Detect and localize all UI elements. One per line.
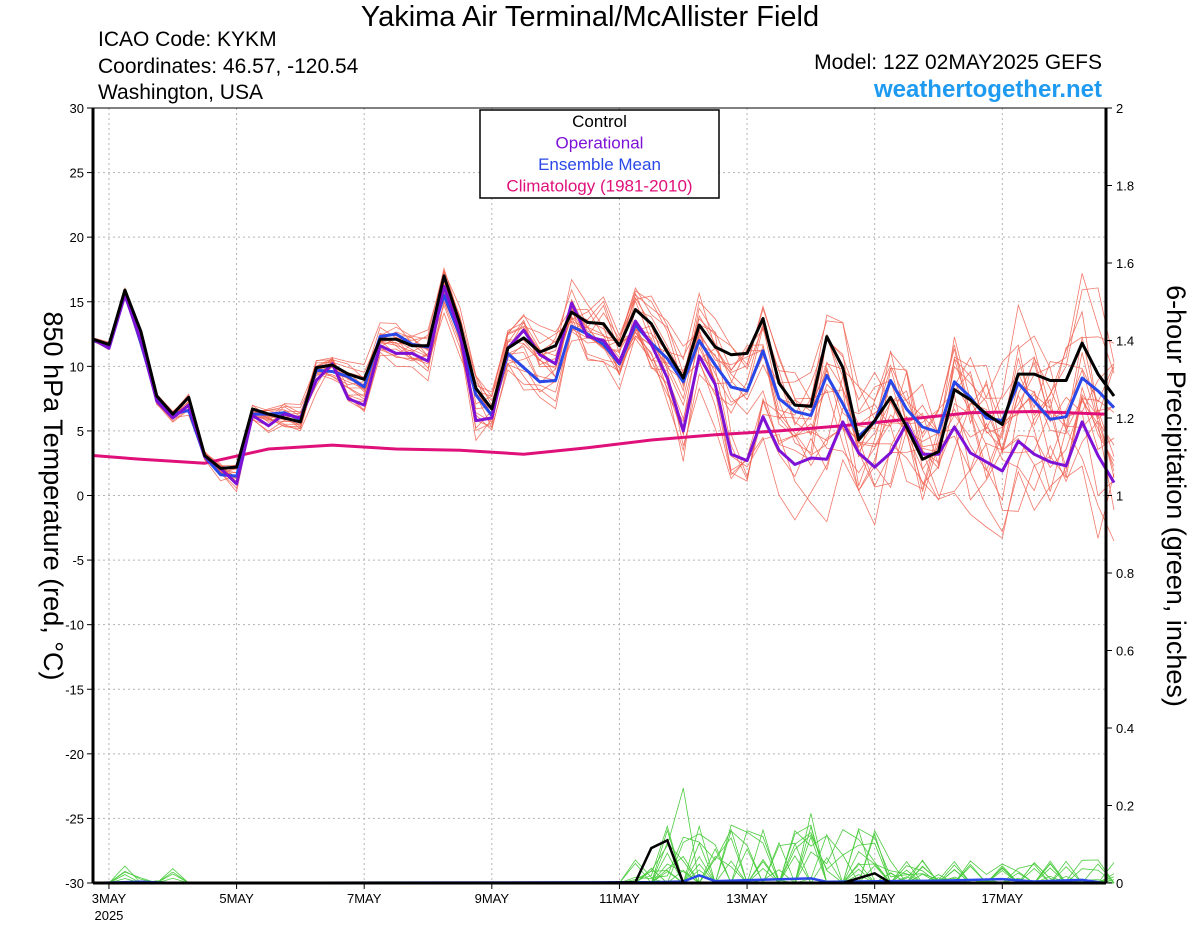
legend-entry: Climatology (1981-2010) — [506, 177, 692, 196]
precip-member-line — [93, 841, 1115, 884]
y2-tick-label: 0.8 — [1116, 566, 1134, 581]
y2-tick-label: 1.4 — [1116, 334, 1134, 349]
page-title: Yakima Air Terminal/McAllister Field — [360, 1, 820, 33]
y2-tick-label: 0.4 — [1116, 721, 1134, 736]
site-name: weathertogether.net — [873, 76, 1102, 103]
x-tick-year: 2025 — [94, 908, 123, 923]
precip-member-line — [93, 787, 1115, 884]
x-tick-label: 13MAY — [726, 891, 768, 906]
climatology-line — [92, 409, 1105, 465]
icao-code: ICAO Code: KYKM — [98, 28, 277, 51]
y-tick-label: 30 — [70, 101, 84, 116]
x-tick-label: 5MAY — [219, 891, 254, 906]
precip-control-line — [93, 838, 1105, 885]
y2-tick-label: 1.2 — [1116, 411, 1134, 426]
main-series — [92, 274, 1116, 486]
operational-line — [92, 284, 1116, 486]
x-tick-label: 17MAY — [981, 891, 1023, 906]
control-line — [92, 274, 1116, 470]
axes: -30-25-20-15-10-505101520253000.20.40.60… — [65, 101, 1134, 923]
y-tick-label: 20 — [70, 230, 84, 245]
y2-tick-label: 1.6 — [1116, 256, 1134, 271]
y2-tick-label: 1 — [1116, 489, 1123, 504]
y-tick-label: -30 — [65, 876, 84, 891]
x-tick-label: 7MAY — [347, 891, 382, 906]
legend-entry: Ensemble Mean — [538, 155, 661, 174]
ensemble-member-line — [92, 273, 1115, 501]
region: Washington, USA — [98, 81, 263, 104]
ensemble-mean-line — [92, 291, 1116, 478]
ensemble-member-line — [92, 278, 1115, 539]
y-tick-label: 25 — [70, 166, 84, 181]
legend-box — [479, 109, 720, 199]
y-tick-label: 10 — [70, 359, 84, 374]
y-tick-label: -10 — [65, 618, 84, 633]
model-run: Model: 12Z 02MAY2025 GEFS — [814, 51, 1102, 74]
y2-tick-label: 2 — [1116, 101, 1123, 116]
precipitation-series — [92, 787, 1115, 885]
coordinates: Coordinates: 46.57, -120.54 — [98, 55, 359, 78]
x-tick-label: 3MAY — [92, 891, 127, 906]
y-tick-label: 5 — [77, 424, 84, 439]
legend-entry: Control — [572, 112, 627, 131]
y-axis-label: 850 hPa Temperature (red, °C) — [38, 312, 68, 681]
y-tick-label: -15 — [65, 682, 84, 697]
y2-tick-label: 0.2 — [1116, 799, 1134, 814]
precip-member-line — [93, 848, 1114, 884]
x-tick-label: 11MAY — [599, 891, 640, 906]
y-tick-label: 15 — [70, 295, 84, 310]
y2-axis-label: 6-hour Precipitation (green, inches) — [1161, 285, 1191, 707]
y2-tick-label: 0 — [1116, 876, 1123, 891]
y-tick-label: -20 — [65, 747, 84, 762]
legend: Control Operational Ensemble Mean Climatolo… — [479, 109, 720, 199]
x-tick-label: 9MAY — [475, 891, 510, 906]
legend-entry: Operational — [556, 134, 644, 153]
ensemble-member-line — [92, 279, 1115, 527]
y2-tick-label: 1.8 — [1116, 179, 1134, 194]
y-tick-label: -25 — [65, 811, 84, 826]
y-tick-label: -5 — [72, 553, 84, 568]
grid — [93, 108, 1106, 883]
y2-tick-label: 0.6 — [1116, 644, 1134, 659]
ensemble-members — [92, 266, 1115, 542]
y-tick-label: 0 — [77, 489, 84, 504]
x-tick-label: 15MAY — [854, 891, 896, 906]
